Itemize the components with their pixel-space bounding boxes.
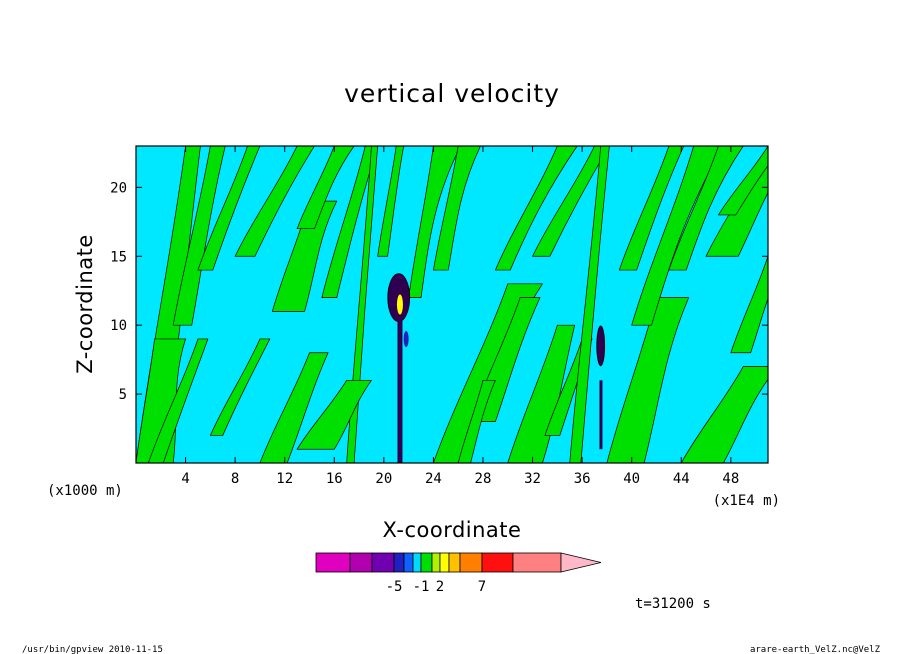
y-axis-title: Z-coordinate	[73, 234, 97, 374]
velocity-contour	[668, 146, 744, 271]
updraft-core	[596, 325, 606, 367]
velocity-contour	[172, 146, 226, 326]
colorbar-segment	[371, 552, 395, 573]
x-axis-title: X-coordinate	[383, 518, 522, 542]
x-tick-label: 16	[326, 471, 343, 487]
velocity-contour	[408, 146, 462, 298]
y-tick-label: 5	[119, 387, 127, 403]
colorbar-tick-label: -1	[413, 579, 430, 595]
colorbar-segment	[439, 552, 450, 573]
colorbar-tick-label: -5	[386, 579, 403, 595]
colorbar-segment	[393, 552, 405, 573]
colorbar-segment	[315, 552, 351, 573]
velocity-contour	[730, 255, 768, 354]
y-tick-label: 10	[110, 318, 127, 334]
colorbar-tick-label: 2	[436, 579, 444, 595]
colorbar-segment	[412, 552, 422, 573]
velocity-field	[136, 146, 768, 463]
y-axis: 5 10 15 20	[110, 180, 768, 403]
velocity-contour	[680, 366, 768, 463]
velocity-contour	[209, 338, 271, 436]
updraft-stem	[397, 318, 403, 463]
x-tick-label: 8	[231, 471, 239, 487]
velocity-contour	[494, 146, 578, 271]
x-axis: 4 8 12 16 20 24 28 32 36 40 44 48	[181, 146, 739, 487]
velocity-contour	[606, 297, 690, 463]
y-unit-label: (x1000 m)	[47, 483, 123, 499]
colorbar-segment	[481, 552, 514, 573]
velocity-contour	[618, 146, 685, 271]
colorbar-segment	[459, 552, 483, 573]
footer-right: arare-earth_VelZ.nc@VelZ	[750, 645, 881, 654]
colorbar-segment	[403, 552, 414, 573]
x-tick-label: 36	[574, 471, 591, 487]
x-tick-label: 24	[425, 471, 442, 487]
updraft-stem	[599, 380, 603, 450]
velocity-contour	[631, 146, 724, 326]
plot-frame	[135, 145, 769, 464]
velocity-contour	[432, 146, 481, 271]
velocity-contour	[531, 146, 610, 257]
chart-title: vertical velocity	[344, 79, 560, 108]
colorbar-segment	[420, 552, 433, 573]
downdraft-spot	[403, 330, 409, 347]
velocity-contour	[569, 146, 610, 463]
x-tick-label: 20	[375, 471, 392, 487]
velocity-contour	[457, 379, 496, 463]
x-tick-label: 12	[276, 471, 293, 487]
updraft-peak	[396, 294, 403, 315]
footer-left: /usr/bin/gpview 2010-11-15	[22, 645, 163, 654]
velocity-contour	[321, 146, 379, 298]
colorbar: -5 -1 2 7	[315, 552, 602, 595]
plot-area	[136, 146, 768, 463]
y-tick-label: 15	[110, 249, 127, 265]
colorbar-arrow	[560, 552, 602, 573]
x-tick-label: 32	[524, 471, 541, 487]
y-tick-label: 20	[110, 180, 127, 196]
velocity-contour	[197, 146, 261, 271]
velocity-contour	[296, 379, 373, 450]
x-tick-label: 48	[722, 471, 739, 487]
x-unit-label: (x1E4 m)	[713, 493, 780, 509]
velocity-contour	[377, 146, 405, 257]
time-annotation: t=31200 s	[635, 596, 711, 612]
colorbar-segment	[431, 552, 441, 573]
x-tick-label: 44	[673, 471, 690, 487]
velocity-contour	[717, 146, 768, 216]
colorbar-segment	[448, 552, 461, 573]
velocity-contour	[259, 352, 329, 463]
colorbar-segment	[512, 552, 562, 573]
velocity-contour	[271, 200, 338, 312]
colorbar-tick-label: 7	[478, 579, 486, 595]
x-tick-label: 40	[623, 471, 640, 487]
velocity-contour	[296, 146, 355, 230]
colorbar-segment	[349, 552, 373, 573]
velocity-contour	[148, 338, 209, 463]
x-tick-label: 4	[181, 471, 189, 487]
x-tick-label: 28	[475, 471, 492, 487]
velocity-contour	[234, 146, 315, 257]
